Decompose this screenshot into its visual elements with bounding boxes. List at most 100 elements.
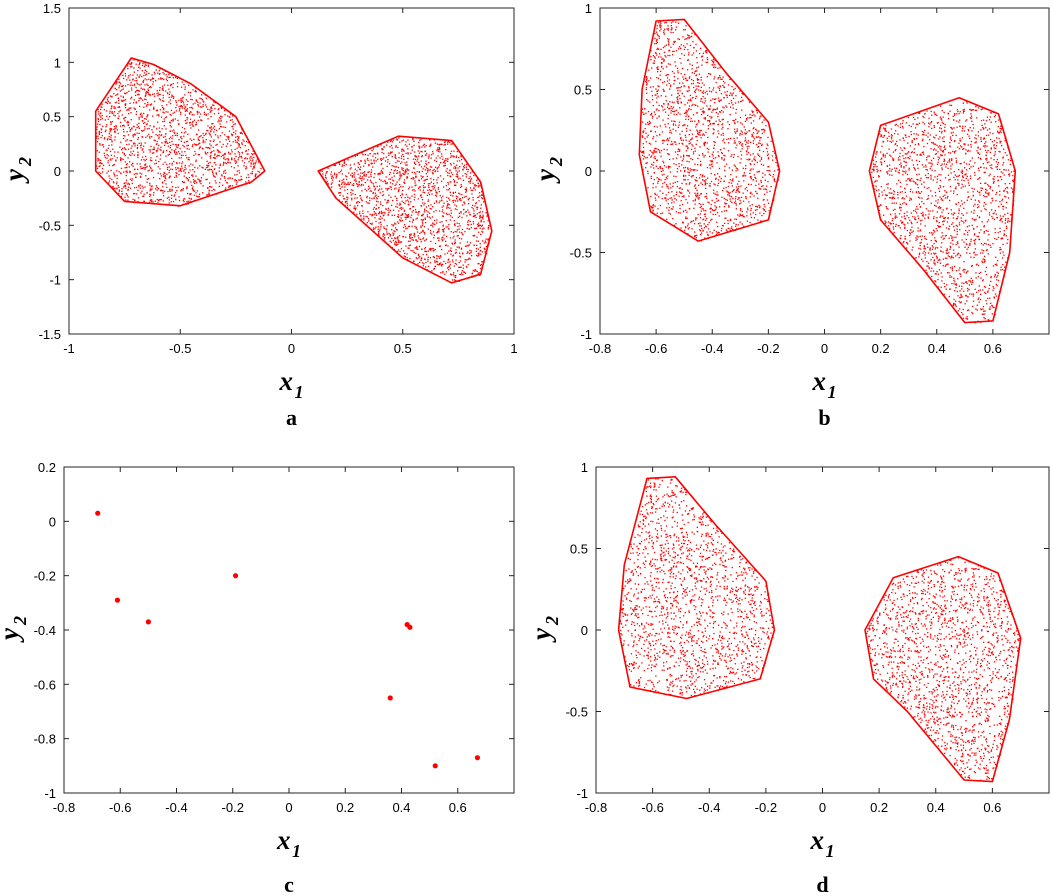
data-point: [130, 87, 133, 89]
data-point: [399, 172, 401, 174]
data-point: [438, 245, 441, 247]
data-point: [385, 187, 387, 190]
data-point: [130, 140, 133, 142]
data-point: [120, 159, 122, 162]
data-point: [158, 127, 160, 129]
data-point: [714, 174, 716, 176]
data-point: [143, 112, 145, 115]
data-point: [711, 163, 713, 165]
data-point: [396, 160, 399, 162]
data-point: [415, 239, 417, 241]
data-point: [706, 147, 708, 150]
data-point: [165, 138, 167, 141]
data-point: [450, 194, 452, 196]
data-point: [143, 61, 145, 64]
data-point: [379, 185, 381, 187]
data-point: [448, 189, 450, 191]
data-point: [146, 123, 148, 126]
cloud-boundary: [94, 57, 266, 207]
data-point: [130, 151, 132, 153]
data-point: [430, 181, 432, 183]
data-point: [118, 171, 120, 173]
data-point: [181, 131, 183, 134]
data-point: [222, 164, 224, 166]
data-point: [156, 155, 158, 158]
data-point: [723, 210, 725, 212]
data-point: [126, 92, 128, 94]
data-point: [751, 114, 753, 117]
data-point: [695, 194, 697, 196]
data-point: [477, 252, 479, 255]
chart-panel-b: -0.8 -0.6 -0.4 -0.2 0 0.2 0.4 0.6-1-0.500.51x 1y…: [530, 1, 1050, 430]
data-point: [762, 164, 765, 166]
data-point: [235, 160, 237, 162]
data-point: [155, 134, 157, 136]
data-point: [169, 190, 171, 192]
data-point: [749, 114, 751, 116]
data-point: [153, 100, 156, 103]
data-point: [200, 119, 202, 121]
data-point: [366, 197, 368, 199]
data-point: [662, 88, 664, 91]
data-point: [668, 38, 670, 40]
data-point: [710, 211, 712, 213]
data-point: [439, 157, 441, 159]
data-point: [224, 158, 226, 161]
data-point: [384, 160, 387, 162]
data-point: [206, 160, 208, 162]
data-point: [749, 221, 751, 224]
data-point: [386, 200, 389, 202]
data-point: [747, 140, 750, 142]
data-point: [729, 179, 731, 181]
data-point: [246, 140, 248, 143]
data-point: [678, 38, 680, 41]
data-point: [717, 124, 719, 126]
data-point: [431, 166, 433, 168]
data-point: [141, 167, 143, 170]
data-point: [686, 43, 688, 45]
data-point: [201, 106, 203, 108]
data-point: [694, 70, 696, 72]
data-point: [138, 97, 140, 99]
point-cloud-2: [317, 135, 493, 284]
data-point: [412, 250, 414, 252]
data-point: [187, 91, 190, 93]
data-point: [138, 142, 140, 144]
data-point: [99, 143, 101, 145]
data-point: [685, 198, 687, 201]
data-point: [668, 79, 671, 81]
data-point: [233, 158, 236, 160]
scatter-points: [94, 57, 493, 284]
data-point: [225, 163, 228, 165]
data-point: [716, 212, 719, 214]
data-point: [172, 120, 174, 122]
data-point: [127, 199, 129, 201]
data-point: [663, 51, 666, 53]
data-point: [682, 139, 684, 141]
data-point: [403, 158, 405, 161]
x-tick-label: 0.6: [984, 341, 1002, 356]
data-point: [353, 211, 355, 213]
data-point: [150, 86, 152, 89]
data-point: [773, 199, 775, 201]
data-point: [417, 214, 419, 216]
data-point: [712, 60, 714, 63]
data-point: [229, 177, 232, 179]
data-point: [143, 74, 145, 77]
data-point: [186, 140, 189, 143]
data-point: [208, 147, 210, 149]
data-point: [160, 149, 162, 151]
data-point: [131, 182, 133, 185]
data-point: [480, 233, 482, 235]
data-point: [111, 158, 113, 160]
data-point: [434, 185, 436, 187]
data-point: [713, 147, 715, 149]
data-point: [683, 85, 685, 87]
data-point: [685, 150, 688, 152]
data-point: [369, 187, 371, 189]
data-point: [395, 187, 397, 189]
data-point: [376, 152, 379, 154]
data-point: [107, 138, 109, 140]
data-point: [467, 244, 469, 246]
data-point: [467, 258, 469, 260]
